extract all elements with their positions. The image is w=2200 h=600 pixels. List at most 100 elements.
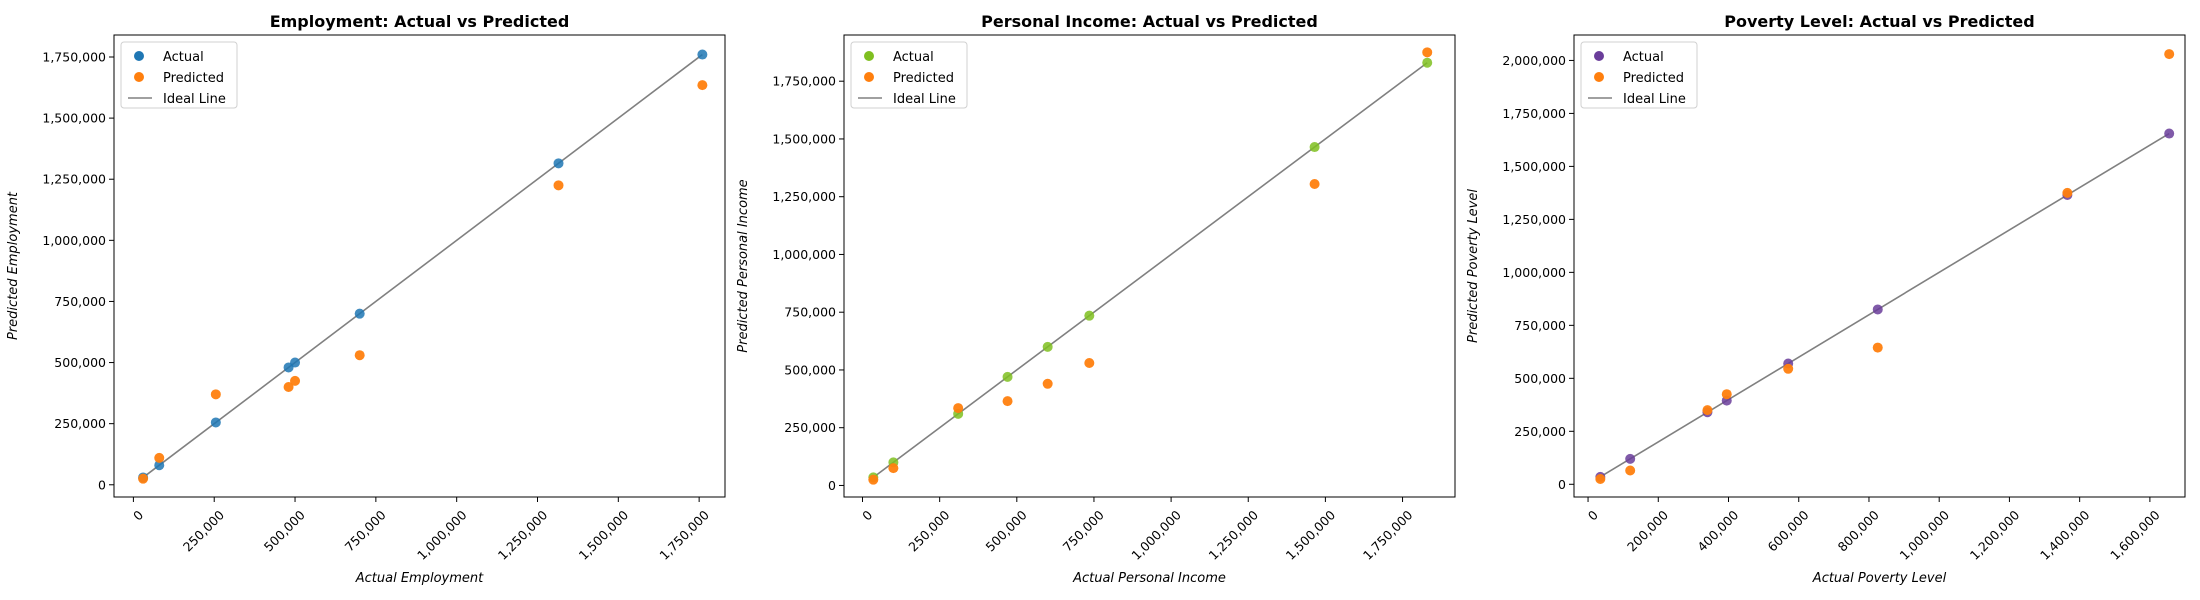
series-actual bbox=[138, 49, 708, 483]
y-tick-label: 1,500,000 bbox=[1502, 159, 1566, 174]
chart-panel-2: Personal Income: Actual vs Predicted 0 250… bbox=[736, 12, 1456, 586]
predicted-point bbox=[1084, 358, 1095, 369]
y-tick-label: 0 bbox=[98, 477, 106, 492]
y-tick-label: 1,250,000 bbox=[772, 189, 836, 204]
actual-point bbox=[1422, 57, 1433, 68]
predicted-point bbox=[1783, 363, 1794, 374]
predicted-point bbox=[1702, 405, 1713, 416]
legend: Actual Predicted Ideal Line bbox=[850, 41, 968, 109]
x-tick-label: 750,000 bbox=[1060, 507, 1107, 554]
x-tick-label: 1,600,000 bbox=[2107, 507, 2163, 563]
actual-point bbox=[210, 417, 221, 428]
predicted-point bbox=[2062, 187, 2073, 198]
predicted-point bbox=[283, 382, 294, 392]
axes-frame bbox=[113, 34, 726, 498]
legend-marker-actual bbox=[864, 51, 874, 61]
x-tick-label: 1,750,000 bbox=[1360, 507, 1416, 563]
predicted-point bbox=[210, 389, 221, 400]
x-tick-label: 1,250,000 bbox=[495, 507, 551, 563]
legend-marker-predicted bbox=[864, 72, 874, 82]
actual-point bbox=[290, 357, 301, 368]
chart-panel-1: Employment: Actual vs Predicted 0 250,000 5… bbox=[6, 12, 726, 586]
series-predicted bbox=[868, 47, 1433, 485]
actual-point bbox=[1084, 310, 1095, 321]
legend-label: Ideal Line bbox=[163, 92, 226, 107]
predicted-point bbox=[354, 350, 365, 361]
predicted-point bbox=[888, 463, 899, 474]
y-tick-label: 500,000 bbox=[784, 362, 836, 377]
x-tick-label: 1,000,000 bbox=[414, 507, 470, 563]
actual-point bbox=[1625, 453, 1636, 464]
y-tick-label: 1,500,000 bbox=[772, 131, 836, 146]
legend-label: Predicted bbox=[163, 71, 224, 86]
x-tick-label: 1,250,000 bbox=[1206, 507, 1262, 563]
legend-marker-actual bbox=[1594, 51, 1604, 61]
predicted-point bbox=[154, 452, 165, 463]
x-tick-label: 800,000 bbox=[1835, 507, 1882, 554]
actual-point bbox=[2164, 128, 2175, 139]
y-axis-label: Predicted Personal Income bbox=[736, 179, 751, 352]
x-tick-label: 400,000 bbox=[1694, 507, 1741, 554]
y-tick-label: 2,000,000 bbox=[1502, 53, 1566, 68]
actual-point bbox=[1002, 371, 1013, 382]
x-tick-label: 1,000,000 bbox=[1128, 507, 1184, 563]
x-tick-label: 1,500,000 bbox=[576, 507, 632, 563]
y-tick-label: 0 bbox=[828, 478, 836, 493]
predicted-point bbox=[953, 403, 964, 414]
predicted-point bbox=[290, 375, 301, 386]
x-tick-label: 250,000 bbox=[905, 507, 952, 554]
predicted-point bbox=[138, 473, 149, 484]
y-axis-label: Predicted Employment bbox=[6, 191, 21, 340]
y-tick-label: 1,000,000 bbox=[1502, 265, 1566, 280]
actual-point bbox=[1872, 304, 1883, 315]
x-tick-label: 200,000 bbox=[1624, 507, 1671, 554]
legend-label: Ideal Line bbox=[1623, 92, 1686, 107]
x-axis-label: Actual Personal Income bbox=[1072, 571, 1226, 586]
y-tick-label: 1,750,000 bbox=[1502, 106, 1566, 121]
y-tick-label: 250,000 bbox=[784, 420, 836, 435]
y-tick-label: 1,750,000 bbox=[772, 74, 836, 89]
predicted-point bbox=[1042, 378, 1053, 389]
y-tick-label: 250,000 bbox=[54, 416, 106, 431]
chart-title: Poverty Level: Actual vs Predicted bbox=[1724, 12, 2034, 31]
x-tick-label: 1,400,000 bbox=[2037, 507, 2093, 563]
y-tick-label: 750,000 bbox=[1514, 318, 1566, 333]
x-tick-label: 1,750,000 bbox=[656, 507, 712, 563]
predicted-point bbox=[1309, 178, 1320, 189]
chart-title: Employment: Actual vs Predicted bbox=[270, 12, 570, 31]
chart-panel-3: Poverty Level: Actual vs Predicted 0 200,0… bbox=[1466, 12, 2186, 586]
predicted-point bbox=[1422, 47, 1433, 58]
legend-label: Ideal Line bbox=[893, 92, 956, 107]
legend-marker-predicted bbox=[1594, 72, 1604, 82]
actual-point bbox=[1042, 341, 1053, 352]
legend-label: Actual bbox=[163, 50, 204, 65]
x-tick-label: 1,500,000 bbox=[1283, 507, 1339, 563]
ideal-line bbox=[1599, 132, 2170, 478]
y-tick-label: 1,500,000 bbox=[42, 111, 106, 126]
y-tick-label: 1,250,000 bbox=[42, 172, 106, 187]
predicted-point bbox=[697, 80, 708, 91]
y-tick-label: 500,000 bbox=[1514, 371, 1566, 386]
x-tick-label: 250,000 bbox=[180, 507, 227, 554]
predicted-point bbox=[2164, 49, 2175, 60]
y-tick-label: 750,000 bbox=[54, 294, 106, 309]
predicted-point bbox=[1625, 465, 1636, 476]
predicted-point bbox=[1872, 342, 1883, 353]
x-tick-label: 0 bbox=[859, 507, 875, 523]
series-predicted bbox=[1595, 49, 2175, 484]
ideal-line bbox=[872, 62, 1428, 479]
y-tick-label: 500,000 bbox=[54, 355, 106, 370]
chart-title: Personal Income: Actual vs Predicted bbox=[981, 12, 1318, 31]
actual-point bbox=[697, 49, 708, 60]
y-tick-label: 0 bbox=[1558, 477, 1566, 492]
x-axis-label: Actual Employment bbox=[355, 571, 484, 586]
legend-marker-actual bbox=[134, 51, 144, 61]
x-axis-label: Actual Poverty Level bbox=[1812, 571, 1947, 586]
axes-frame bbox=[1573, 34, 2186, 498]
predicted-point bbox=[553, 180, 564, 191]
y-axis-label: Predicted Poverty Level bbox=[1466, 189, 1481, 343]
y-tick-label: 1,000,000 bbox=[772, 247, 836, 262]
y-tick-label: 250,000 bbox=[1514, 424, 1566, 439]
actual-point bbox=[553, 158, 564, 169]
